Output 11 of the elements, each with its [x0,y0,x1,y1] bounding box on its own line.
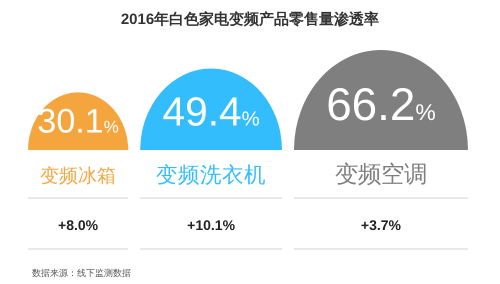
data-label: 49.4% [162,88,260,135]
text: +8.0% [58,217,98,233]
text: +3.7% [360,217,402,233]
category-label: 变频洗衣机 [156,163,266,187]
data-label: 30.1% [37,102,119,141]
data-label: 66.2% [326,78,436,130]
text: 2016年白色家电变频产品零售量渗透率 [120,10,380,28]
source-note: 数据来源：线下监测数据 [32,268,131,278]
category-label: 变频空调 [334,161,427,187]
text: +10.1% [187,217,236,233]
category-label: 变频冰箱 [40,165,116,187]
